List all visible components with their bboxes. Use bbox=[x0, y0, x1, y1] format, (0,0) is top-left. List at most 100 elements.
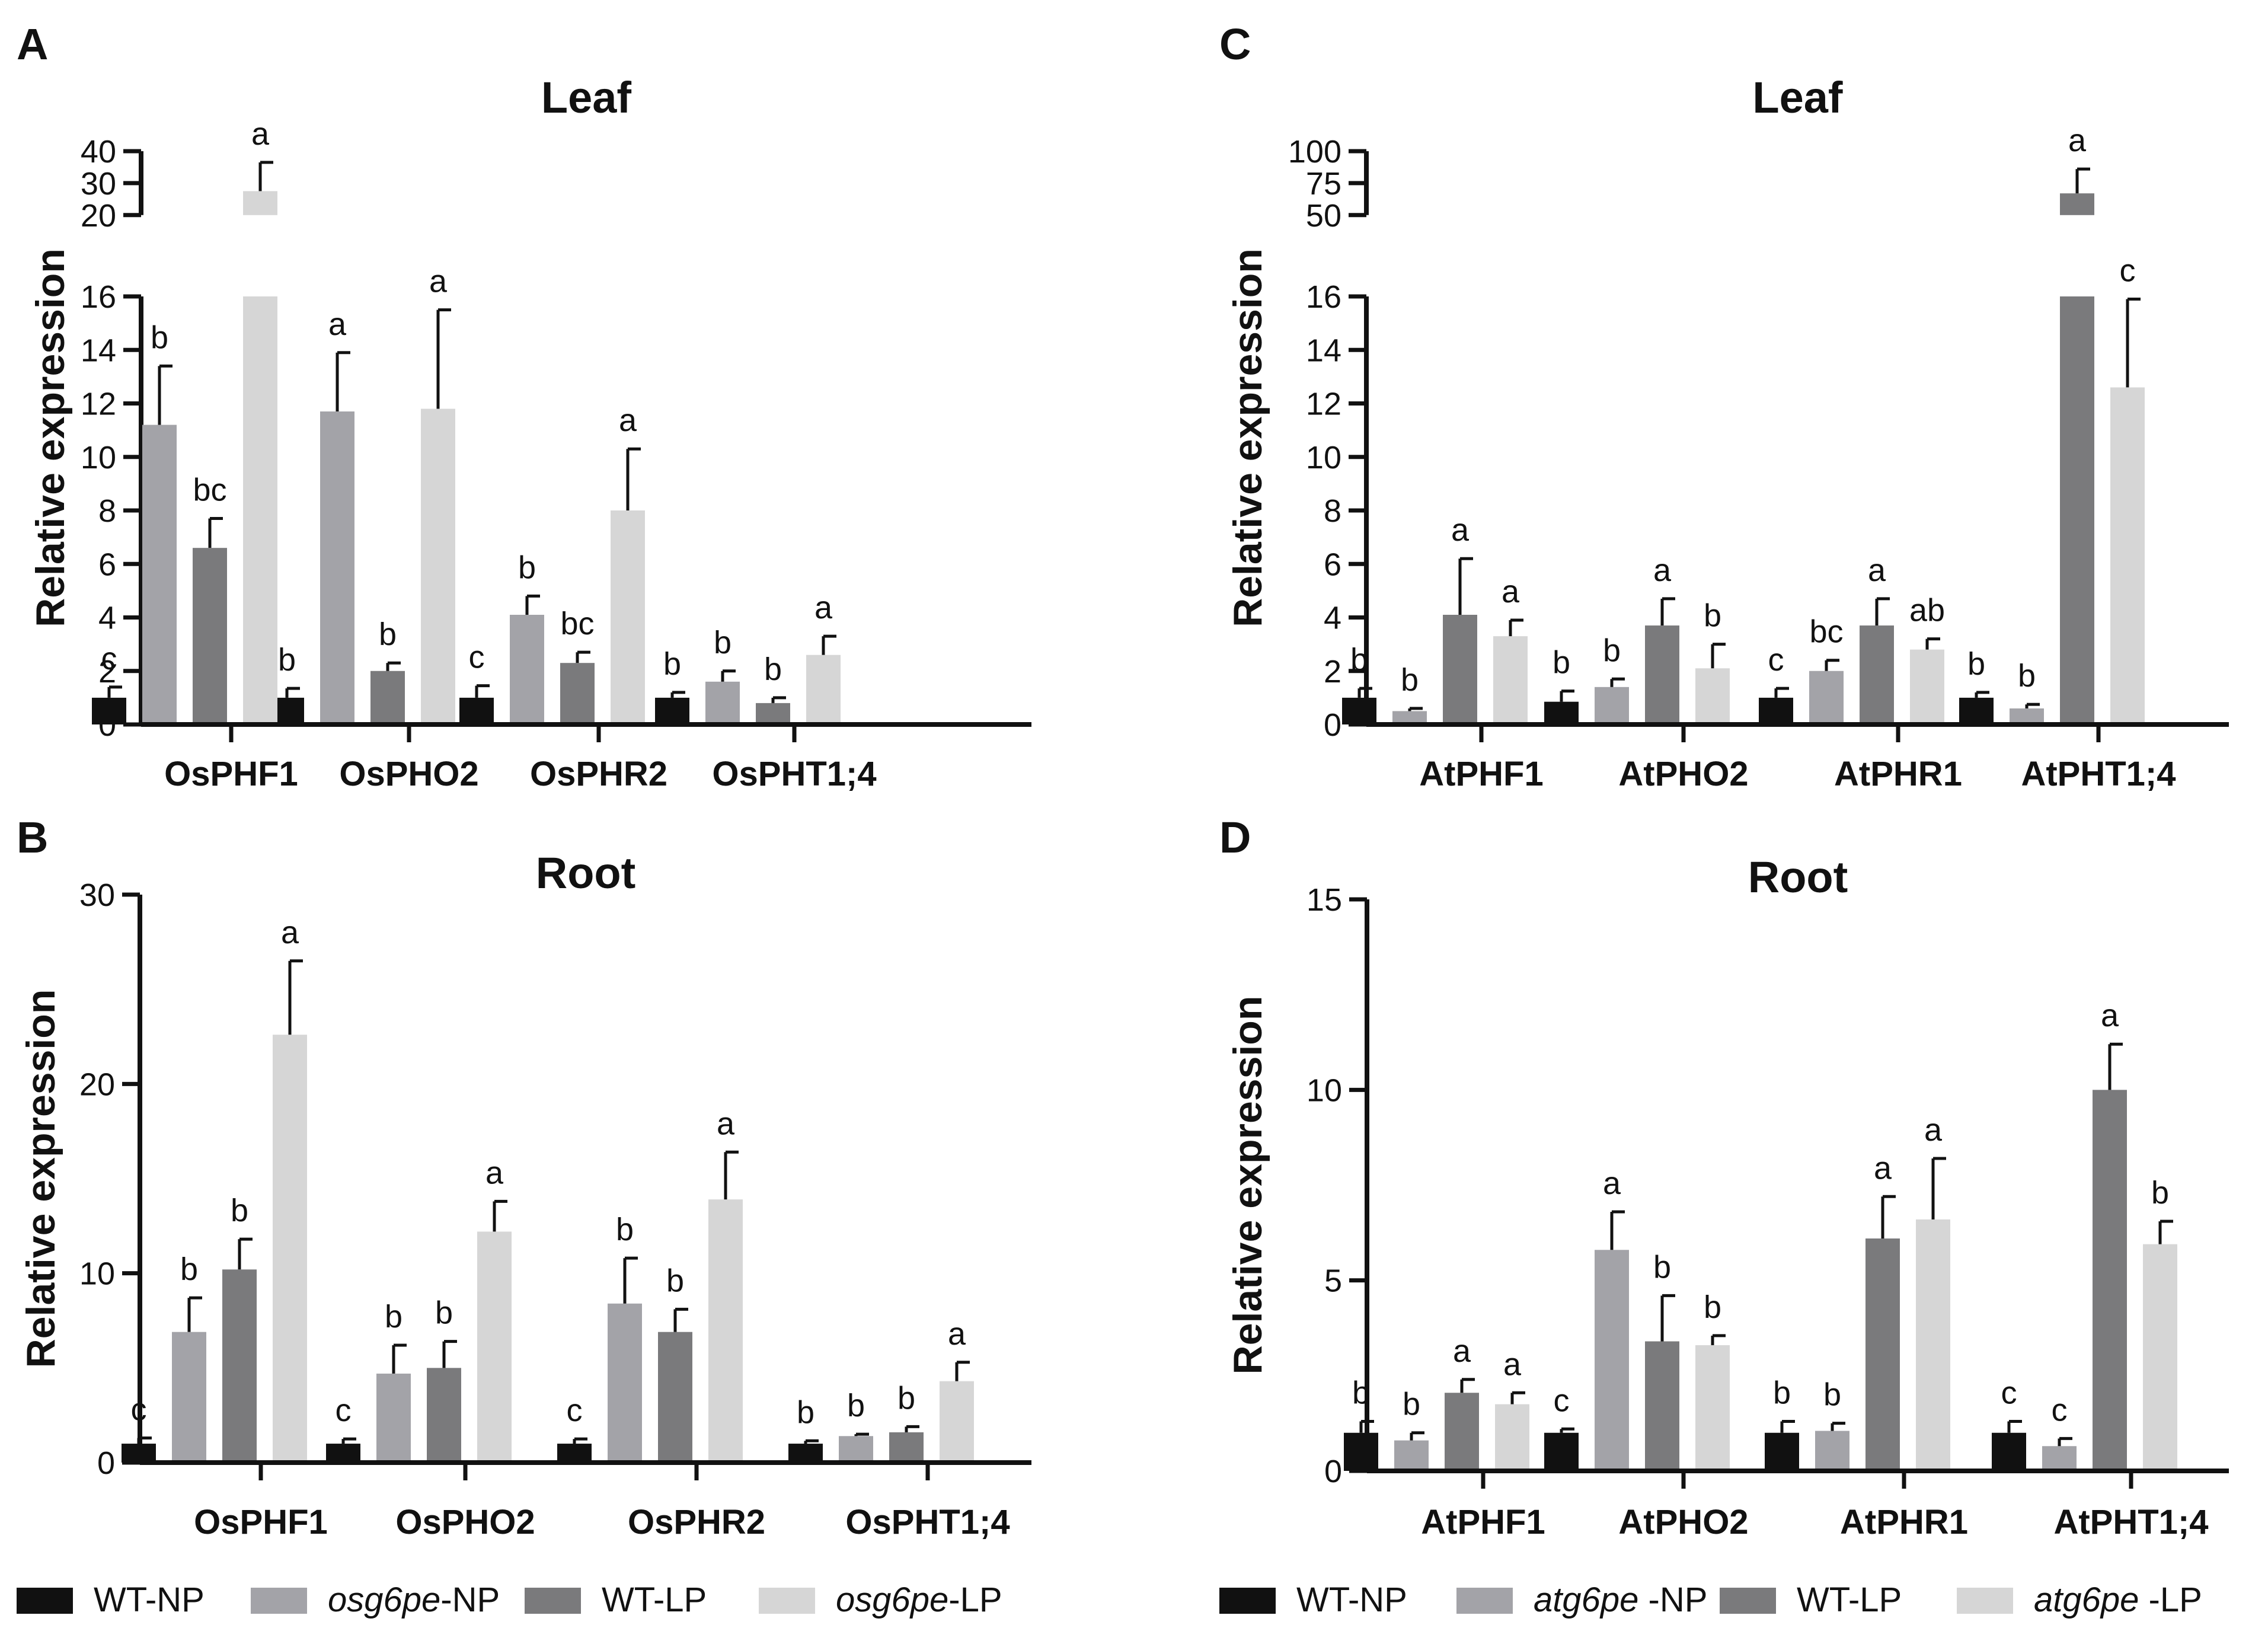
bar bbox=[2060, 296, 2094, 724]
panel-letter: C bbox=[1219, 20, 1251, 69]
significance-letter: b bbox=[385, 1299, 403, 1335]
significance-letter: b bbox=[379, 617, 397, 652]
significance-letter: b bbox=[714, 625, 731, 660]
category-label: OsPHT1;4 bbox=[845, 1503, 1010, 1541]
legend-label: WT-LP bbox=[1797, 1581, 1902, 1619]
significance-letter: b bbox=[1704, 598, 1721, 634]
chart-title: Leaf bbox=[1752, 73, 1843, 122]
legend-label: osg6pe-LP bbox=[836, 1581, 1002, 1619]
bar bbox=[1495, 1404, 1529, 1471]
bar bbox=[806, 655, 841, 724]
bar bbox=[1544, 1432, 1579, 1471]
significance-letter: b bbox=[1350, 642, 1368, 678]
bar bbox=[1544, 701, 1579, 724]
significance-letter: c bbox=[469, 640, 485, 675]
significance-letter: b bbox=[1553, 645, 1570, 681]
significance-letter: bc bbox=[1809, 614, 1843, 650]
bar bbox=[788, 1444, 823, 1463]
bar bbox=[1493, 636, 1528, 724]
bar bbox=[1916, 1219, 1950, 1471]
y-axis-label: Relative expression bbox=[28, 248, 73, 627]
significance-letter: a bbox=[1451, 512, 1470, 548]
significance-letter: a bbox=[1924, 1112, 1943, 1148]
bar bbox=[708, 1199, 743, 1463]
significance-letter: b bbox=[1352, 1375, 1370, 1410]
y-tick-label: 2 bbox=[1324, 654, 1341, 689]
bar bbox=[940, 1381, 974, 1463]
legend-swatch bbox=[525, 1588, 581, 1614]
bar bbox=[1695, 668, 1730, 724]
significance-letter: a bbox=[948, 1316, 966, 1352]
significance-letter: a bbox=[1603, 1166, 1621, 1201]
bar bbox=[510, 614, 544, 724]
y-tick-label: 30 bbox=[79, 877, 115, 913]
significance-letter: b bbox=[180, 1252, 198, 1287]
legend-label: atg6pe -NP bbox=[1534, 1581, 1707, 1619]
bar bbox=[1759, 697, 1793, 724]
significance-letter: b bbox=[663, 646, 681, 682]
legend-label: osg6pe-NP bbox=[328, 1581, 500, 1619]
legend-label: WT-LP bbox=[602, 1581, 707, 1619]
significance-letter: c bbox=[1768, 642, 1784, 678]
significance-letter: bc bbox=[560, 606, 594, 641]
significance-letter: a bbox=[1503, 1346, 1522, 1382]
significance-letter: b bbox=[1401, 662, 1419, 698]
y-tick-label: 50 bbox=[1306, 198, 1341, 234]
bar bbox=[1445, 1393, 1479, 1471]
bar bbox=[459, 697, 494, 724]
significance-letter: a bbox=[1502, 574, 1520, 609]
category-label: OsPHR2 bbox=[628, 1503, 765, 1541]
significance-letter: b bbox=[1773, 1375, 1791, 1410]
significance-letter: c bbox=[101, 641, 117, 676]
y-tick-label: 6 bbox=[98, 547, 116, 582]
chart-title: Root bbox=[536, 848, 636, 898]
bar bbox=[608, 1303, 642, 1463]
legend-swatch bbox=[1219, 1588, 1276, 1614]
y-tick-label: 100 bbox=[1288, 134, 1341, 170]
bar bbox=[1815, 1431, 1849, 1471]
bar bbox=[1765, 1432, 1799, 1471]
bar bbox=[421, 408, 455, 724]
y-tick-label: 8 bbox=[1324, 493, 1341, 529]
bar bbox=[889, 1432, 924, 1463]
legend-left: WT-NP osg6pe-NP WT-LP osg6pe-LP bbox=[17, 1581, 1002, 1619]
bar bbox=[705, 681, 740, 724]
bar bbox=[2042, 1446, 2077, 1471]
legend-label: WT-NP bbox=[94, 1581, 205, 1619]
bar bbox=[122, 1444, 156, 1463]
category-label: AtPHF1 bbox=[1421, 1503, 1545, 1541]
category-label: AtPHO2 bbox=[1618, 1503, 1748, 1541]
bar bbox=[655, 697, 689, 724]
y-tick-label: 40 bbox=[81, 134, 116, 170]
bar bbox=[2060, 193, 2094, 215]
significance-letter: b bbox=[1603, 633, 1621, 668]
bar bbox=[2093, 1090, 2127, 1471]
y-tick-label: 20 bbox=[79, 1067, 115, 1102]
significance-letter: a bbox=[251, 116, 270, 152]
y-tick-label: 75 bbox=[1306, 166, 1341, 202]
significance-letter: a bbox=[1653, 553, 1672, 588]
y-tick-label: 15 bbox=[1307, 882, 1342, 918]
significance-letter: b bbox=[847, 1388, 865, 1423]
bar bbox=[427, 1368, 461, 1463]
significance-letter: a bbox=[429, 264, 448, 299]
significance-letter: b bbox=[435, 1295, 453, 1331]
significance-letter: b bbox=[1653, 1249, 1671, 1285]
bar bbox=[1344, 1432, 1378, 1471]
bar bbox=[1443, 614, 1477, 724]
significance-letter: b bbox=[518, 550, 536, 585]
significance-letter: b bbox=[278, 642, 296, 678]
category-label: OsPHF1 bbox=[194, 1503, 328, 1541]
bar bbox=[1959, 697, 1994, 724]
panel-letter: B bbox=[17, 813, 48, 862]
significance-letter: a bbox=[814, 590, 833, 625]
legend-swatch bbox=[759, 1588, 815, 1614]
significance-letter: c bbox=[2120, 253, 2136, 289]
significance-letter: a bbox=[281, 915, 299, 950]
significance-letter: a bbox=[1874, 1150, 1892, 1186]
bar bbox=[2010, 708, 2044, 724]
bar bbox=[320, 411, 354, 724]
y-tick-label: 5 bbox=[1324, 1263, 1342, 1299]
